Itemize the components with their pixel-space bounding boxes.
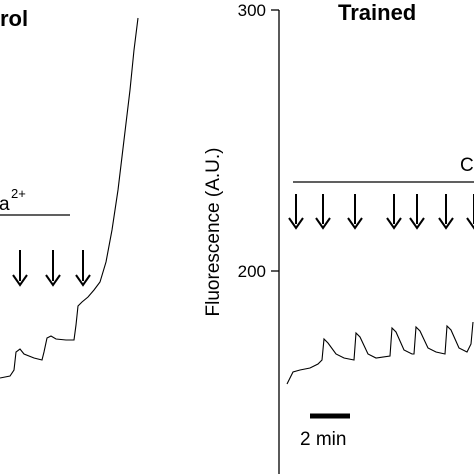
trained-arrows xyxy=(288,194,474,230)
control-arrowhead-3 xyxy=(75,274,91,287)
trained-arrowhead-1 xyxy=(288,217,304,230)
time-scale-label: 2 min xyxy=(300,429,346,450)
trained-arrowhead-3 xyxy=(347,217,363,230)
trained-panel-title: Trained xyxy=(338,0,416,25)
trained-ion-label: C xyxy=(460,155,474,176)
trained-arrowhead-7 xyxy=(466,217,474,230)
trained-arrowhead-5 xyxy=(409,217,425,230)
control-arrowhead-1 xyxy=(12,274,28,287)
y-tick-label-300: 300 xyxy=(238,1,266,20)
control-ion-superscript: 2+ xyxy=(11,186,26,201)
trained-fluorescence-trace xyxy=(286,321,474,385)
control-panel: rol a 2+ xyxy=(0,6,139,379)
trained-arrowhead-4 xyxy=(386,217,402,230)
trained-arrowhead-2 xyxy=(315,217,331,230)
trained-arrowhead-6 xyxy=(438,217,454,230)
control-arrowhead-2 xyxy=(45,274,61,287)
y-tick-label-200: 200 xyxy=(238,262,266,281)
control-arrows xyxy=(12,250,91,287)
control-panel-title: rol xyxy=(0,6,28,31)
control-ion-label: a xyxy=(0,194,10,215)
control-fluorescence-trace xyxy=(0,17,139,379)
y-axis-label: Fluorescence (A.U.) xyxy=(203,148,224,317)
trained-panel: Trained 300 200 Fluorescence (A.U.) C 2 … xyxy=(203,0,474,474)
